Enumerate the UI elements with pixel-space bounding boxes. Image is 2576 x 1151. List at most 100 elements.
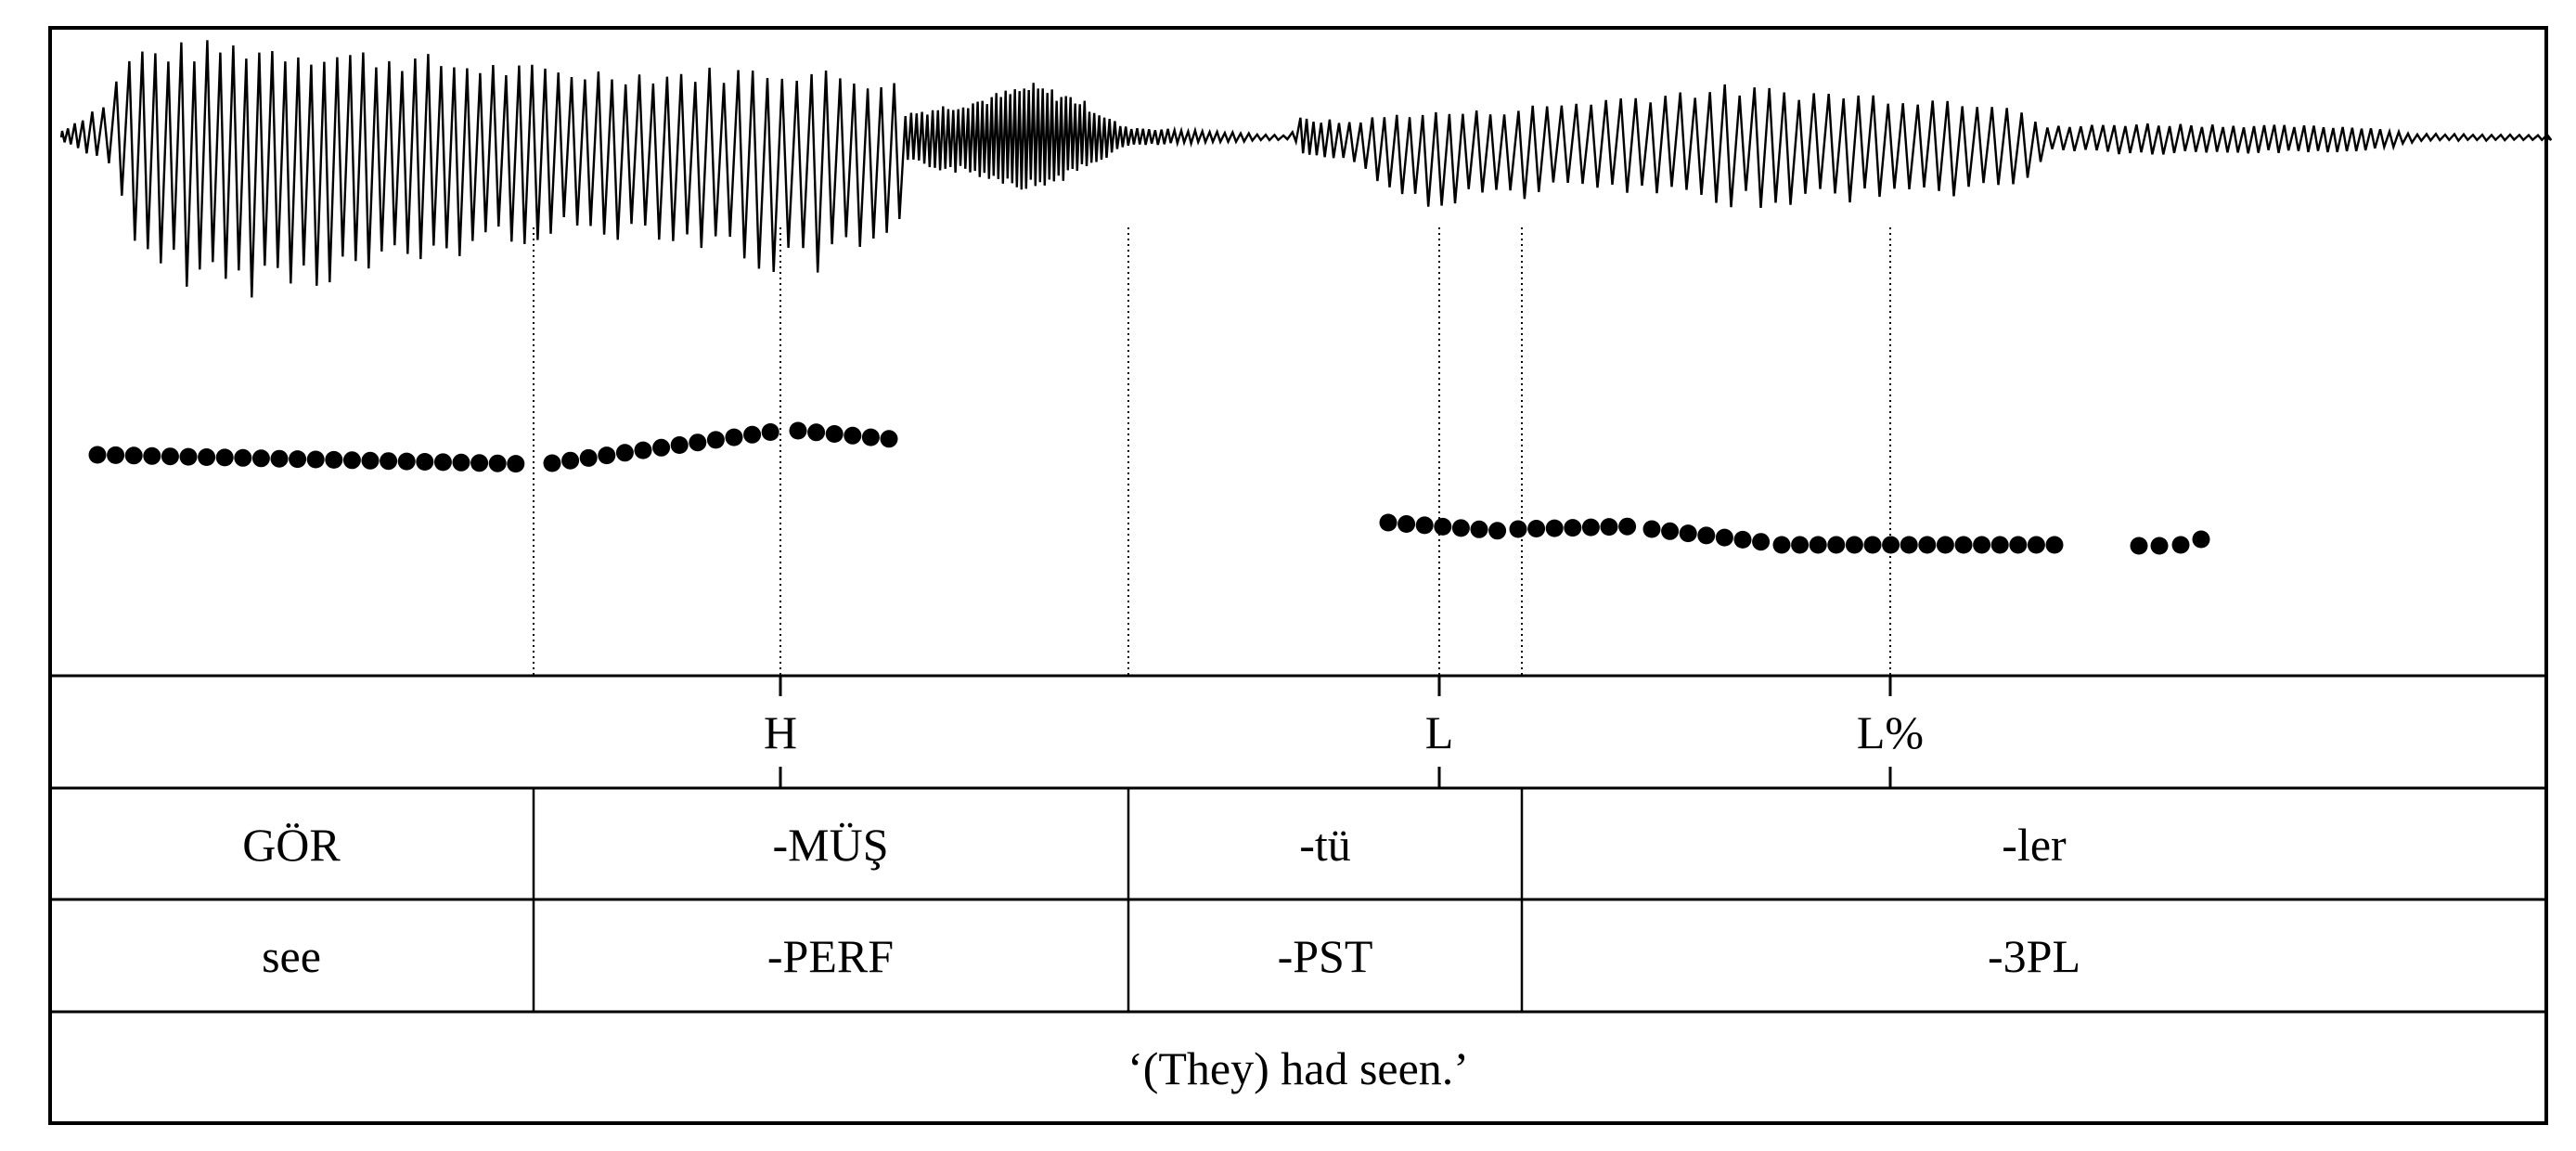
pitch-point: [2130, 537, 2148, 555]
pitch-point: [1470, 520, 1488, 538]
tone-label-lpct: L%: [1857, 706, 1924, 758]
pitch-point: [652, 438, 671, 457]
pitch-point: [725, 428, 743, 446]
pitch-point: [2027, 536, 2045, 554]
pitch-point: [124, 446, 143, 465]
pitch-point: [743, 425, 762, 444]
pitch-point: [325, 450, 343, 469]
pitch-point: [1697, 526, 1716, 545]
pitch-point: [161, 447, 179, 466]
pitch-point: [543, 454, 561, 472]
column-separators: [532, 788, 1524, 1012]
pitch-point: [433, 453, 452, 472]
pitch-point: [1397, 515, 1416, 533]
pitch-point: [1434, 517, 1452, 536]
pitch-point: [1809, 536, 1827, 554]
pitch-point: [1990, 536, 2009, 554]
pitch-point: [1642, 520, 1661, 538]
pitch-point: [1581, 518, 1600, 537]
pitch-point: [215, 448, 234, 467]
pitch-point: [342, 451, 361, 470]
pitch-point: [107, 446, 125, 464]
pitch-point: [361, 451, 380, 470]
pitch-point: [380, 452, 398, 471]
gloss-perf: -PERF: [767, 930, 894, 982]
tone-label-l: L: [1425, 706, 1454, 758]
translation: ‘(They) had seen.’: [1127, 1042, 1469, 1094]
pitch-point: [1882, 536, 1900, 554]
pitch-point: [634, 441, 652, 459]
pitch-point: [844, 426, 862, 445]
pitch-point: [2009, 536, 2028, 554]
pitch-point: [1973, 536, 1991, 554]
pitch-point: [2192, 530, 2210, 549]
pitch-point: [706, 431, 725, 449]
pitch-point: [1954, 536, 1973, 554]
pitch-point: [507, 455, 525, 473]
pitch-point: [1527, 520, 1546, 537]
pitch-point: [234, 448, 252, 467]
gloss-see: see: [262, 930, 321, 982]
pitch-point: [270, 449, 289, 468]
speech-waveform: [59, 40, 2553, 298]
morpheme-tu: -tü: [1299, 819, 1351, 871]
pitch-point: [289, 450, 307, 469]
pitch-point: [88, 446, 107, 464]
gloss-3pl: -3PL: [1988, 930, 2080, 982]
pitch-point: [397, 452, 416, 471]
pitch-point: [488, 454, 507, 472]
pitch-point: [1545, 519, 1564, 537]
morpheme-gor: GÖR: [242, 819, 341, 871]
pitch-point: [470, 454, 489, 472]
pitch-point: [2150, 537, 2169, 555]
pitch-point: [1379, 513, 1397, 532]
pitch-point: [561, 451, 580, 470]
pitch-point: [1600, 518, 1618, 537]
pitch-point: [761, 423, 779, 441]
pitch-point: [1564, 519, 1582, 537]
pitch-point: [452, 453, 470, 472]
pitch-point: [1827, 536, 1846, 554]
pitch-point: [1863, 536, 1882, 554]
pitch-point: [1715, 528, 1733, 547]
pitch-point: [1752, 533, 1771, 551]
pitch-point: [579, 448, 598, 467]
pitch-point: [416, 453, 434, 471]
pitch-point: [598, 446, 616, 465]
pitch-point: [1936, 536, 1954, 554]
pitch-point: [1845, 536, 1863, 554]
pitch-point: [1679, 524, 1697, 543]
pitch-point: [1733, 530, 1752, 549]
tone-label-h: H: [764, 706, 797, 758]
pitch-point: [825, 425, 844, 443]
pitch-point: [880, 430, 898, 448]
pitch-point: [2045, 536, 2064, 554]
pitch-point: [306, 450, 325, 469]
pitch-point: [1509, 520, 1527, 538]
tone-ticks: [779, 676, 1892, 788]
pitch-point: [251, 449, 270, 468]
pitch-track: [88, 421, 2210, 555]
pitch-point: [861, 428, 880, 446]
figure-frame: [48, 26, 2548, 1125]
pitch-point: [615, 444, 634, 462]
pitch-point: [789, 421, 807, 440]
morpheme-mus: -MÜŞ: [772, 819, 888, 871]
tone-target-lines: [779, 227, 1891, 676]
pitch-point: [179, 447, 198, 466]
pitch-point: [2171, 536, 2190, 554]
pitch-point: [1618, 517, 1637, 536]
pitch-point: [1415, 516, 1434, 535]
pitch-point: [198, 448, 216, 466]
gloss-pst: -PST: [1278, 930, 1373, 982]
pitch-point: [1900, 536, 1918, 554]
pitch-point: [1488, 522, 1507, 540]
pitch-point: [143, 446, 161, 465]
pitch-point: [689, 433, 707, 452]
pitch-point: [670, 436, 689, 454]
pitch-point: [1918, 536, 1937, 554]
pitch-point: [807, 423, 826, 442]
tier-lines: [50, 674, 2546, 1014]
pitch-point: [1451, 519, 1470, 537]
